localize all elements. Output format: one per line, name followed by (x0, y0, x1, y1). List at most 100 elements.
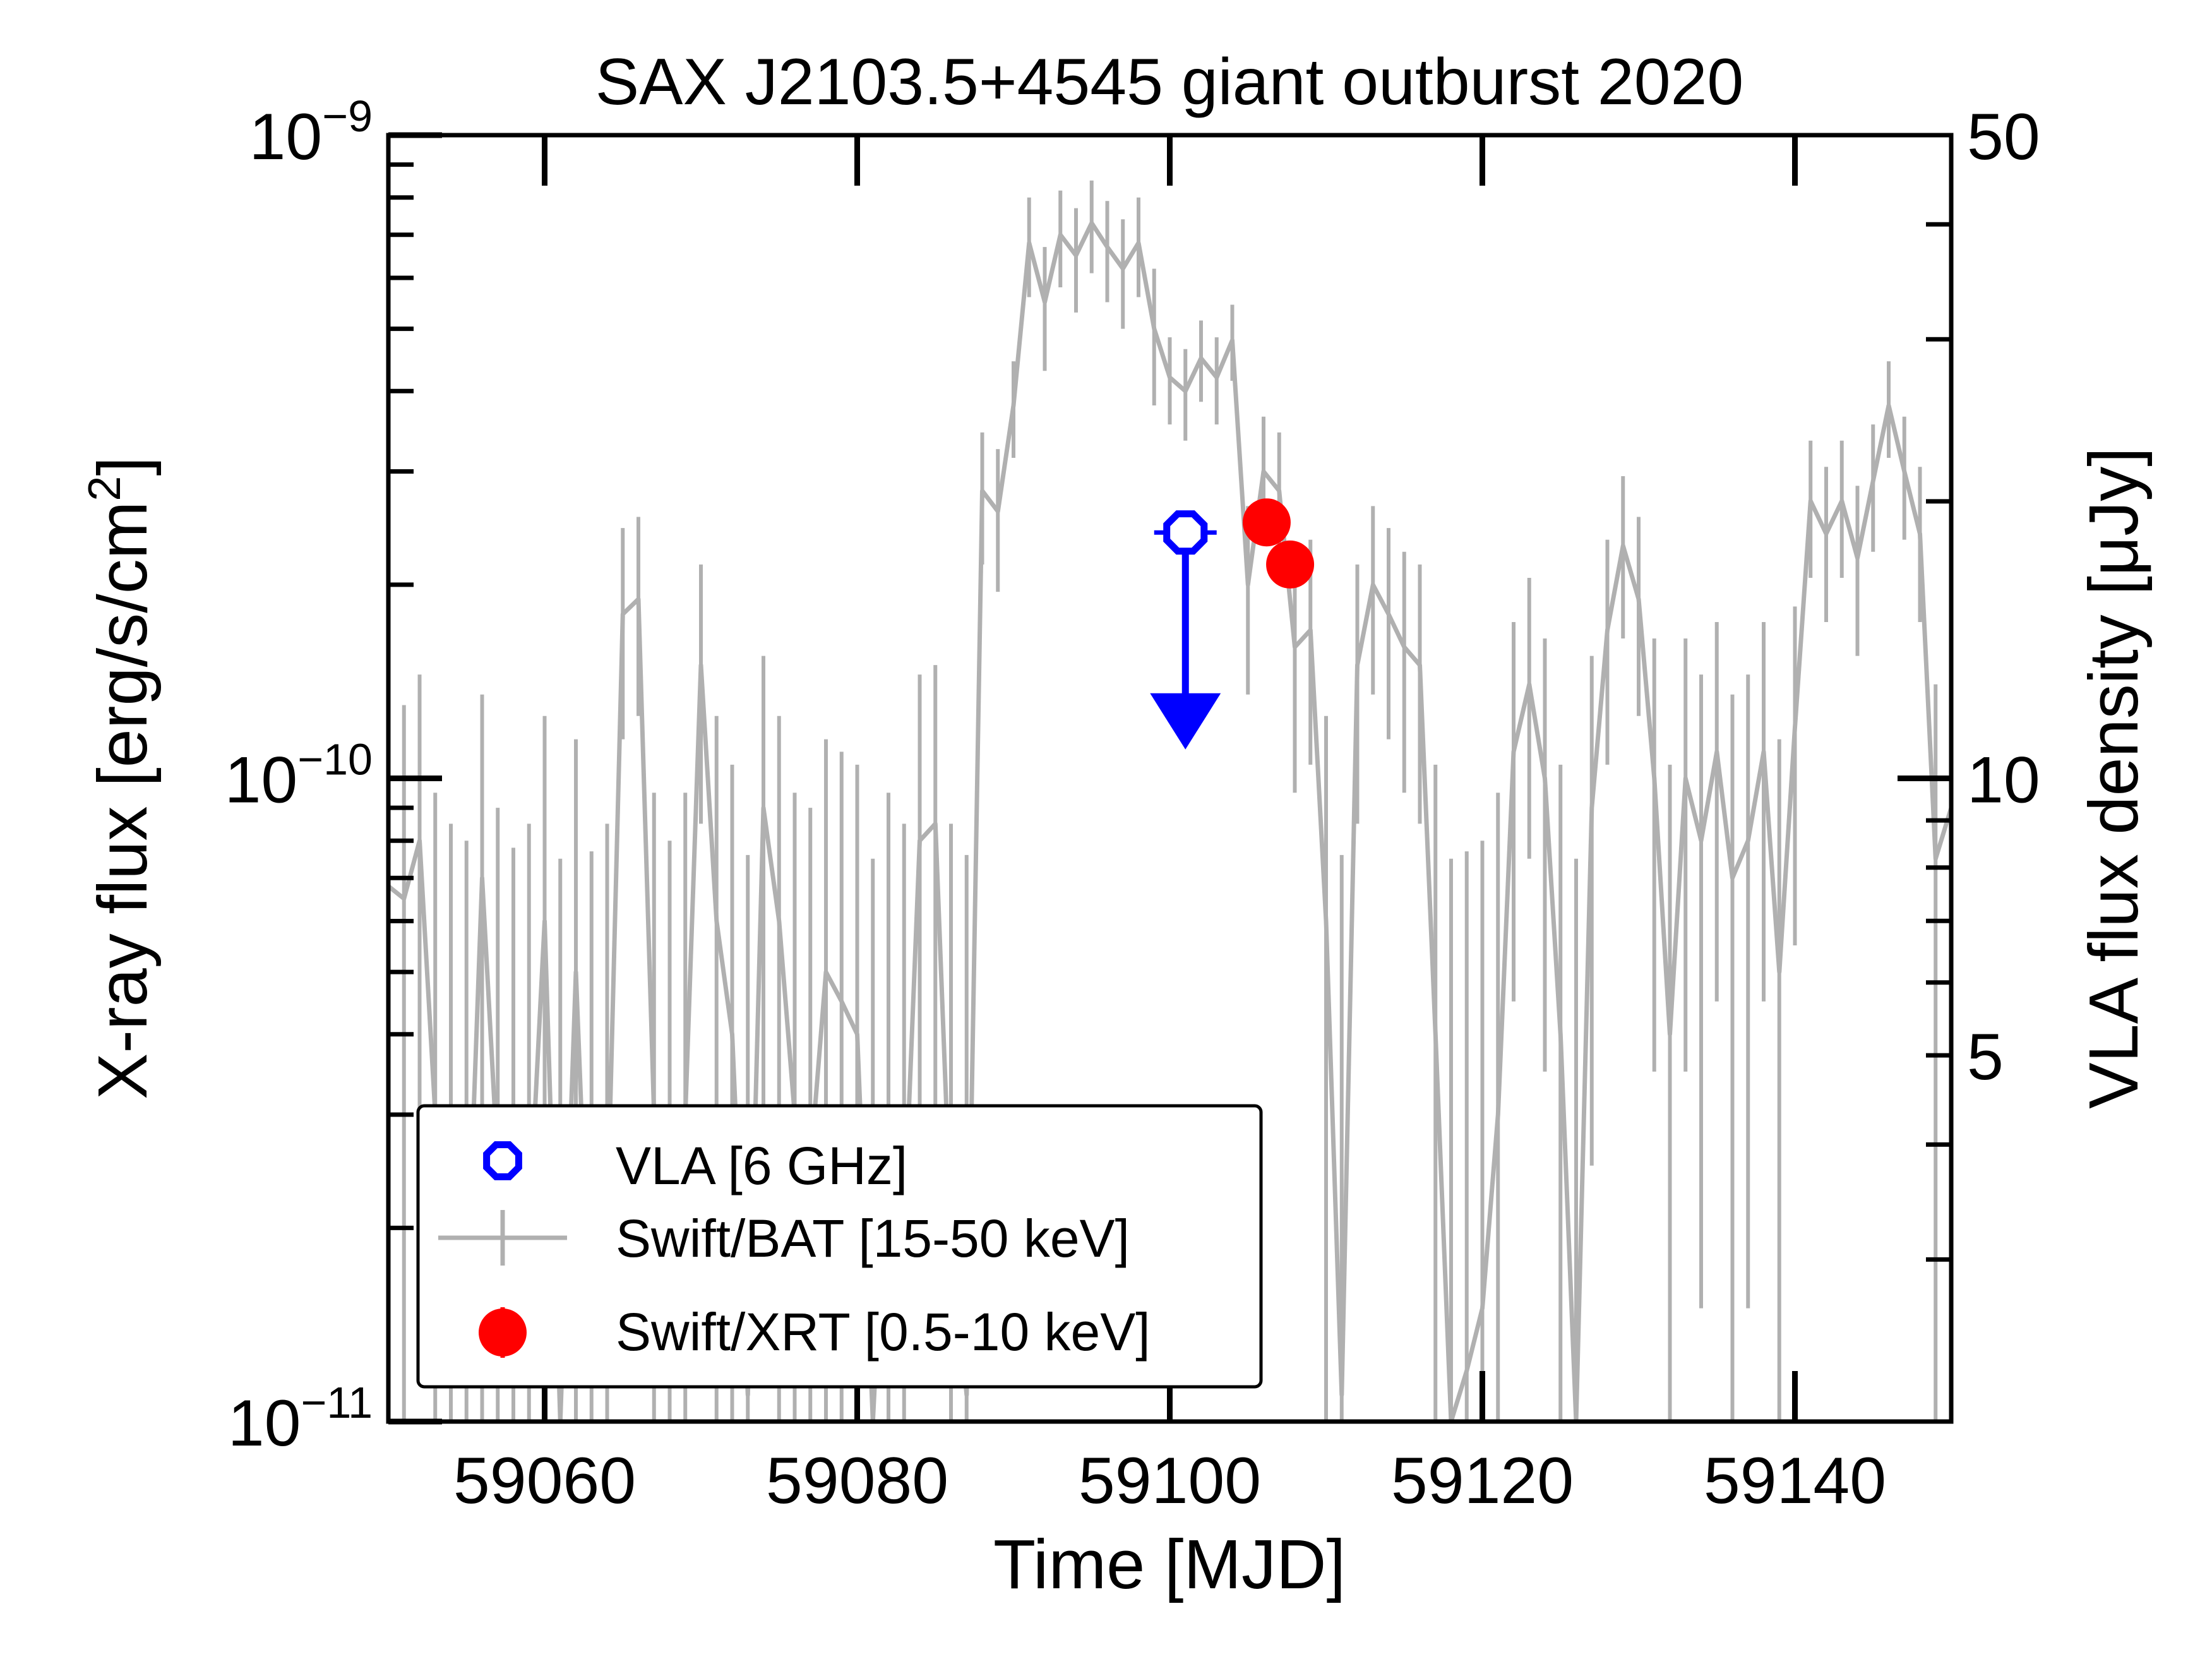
bat-point (1137, 241, 1140, 244)
bat-point (402, 897, 405, 901)
bat-point (1762, 750, 1765, 753)
bat-point (1559, 1033, 1562, 1036)
bat-point (1246, 583, 1250, 586)
bat-point (1934, 857, 1937, 860)
bat-point (918, 839, 921, 842)
y-left-tick-label: 10−11 (228, 1378, 373, 1460)
bat-point (1121, 267, 1125, 270)
x-tick-label: 59120 (1391, 1444, 1574, 1518)
bat-point (731, 1033, 734, 1036)
bat-point (1418, 664, 1421, 667)
bat-point (1793, 726, 1797, 729)
y-axis-label-main: X-ray flux [erg/s/cm (84, 501, 162, 1099)
y-left-tick-exponent: −11 (301, 1378, 373, 1427)
y-left-tick-base: 10 (225, 744, 298, 817)
y-left-tick-label: 10−10 (225, 735, 373, 817)
bat-point (1372, 583, 1375, 586)
bat-point (1715, 750, 1718, 753)
bat-point (1293, 645, 1296, 649)
bat-point (1606, 628, 1609, 632)
bat-point (1090, 222, 1093, 225)
y-axis-label: X-ray flux [erg/s/cm2] (80, 457, 162, 1099)
y-left-tick-base: 10 (249, 100, 323, 174)
y-right-tick-label: 10 (1967, 744, 2040, 817)
vla-series (1150, 510, 1221, 750)
bat-point (1309, 628, 1312, 632)
bat-point (1340, 1393, 1343, 1396)
y-right-tick-labels: 50 10 5 (1967, 100, 2040, 1094)
x-tick-label: 59100 (1079, 1444, 1261, 1518)
bat-point (1325, 919, 1327, 923)
bat-point (621, 613, 625, 616)
vla-upper-limit-arrow (1150, 693, 1221, 750)
bat-point (1918, 532, 1922, 536)
bat-point (1825, 532, 1827, 536)
legend-vla-marker (483, 1141, 522, 1180)
y-right-tick-label: 50 (1967, 100, 2040, 174)
bat-point (1543, 777, 1546, 780)
bat-point (1903, 470, 1906, 473)
bat-point (762, 806, 765, 810)
bat-point (1043, 301, 1046, 304)
y-left-tick-exponent: −9 (322, 92, 373, 141)
bat-point (1356, 664, 1359, 667)
y-left-tick-exponent: −10 (297, 735, 373, 784)
bat-point (1684, 777, 1687, 780)
legend-vla-label: VLA [6 GHz] (616, 1136, 907, 1195)
xrt-point (1266, 540, 1315, 589)
bat-point (1200, 357, 1202, 360)
bat-point (1637, 597, 1640, 601)
bat-point (1387, 613, 1390, 616)
bat-point (777, 919, 780, 923)
chart-title: SAX J2103.5+4545 giant outburst 2020 (595, 45, 1744, 119)
bat-point (965, 1393, 968, 1396)
bat-point (1622, 544, 1625, 548)
y-axis-label-close: ] (84, 457, 162, 476)
bat-point (1512, 750, 1515, 753)
bat-point (1184, 390, 1187, 393)
bat-point (1215, 376, 1218, 379)
x-tick-label: 59140 (1704, 1444, 1886, 1518)
xrt-series (1242, 498, 1315, 589)
y-left-tick-label: 10−9 (249, 92, 373, 174)
legend-xrt-label: Swift/XRT [0.5-10 keV] (616, 1302, 1151, 1362)
bat-point (481, 877, 484, 880)
bat-point (1872, 479, 1875, 482)
bat-point (825, 971, 827, 974)
bat-point (1231, 338, 1234, 342)
bat-point (1778, 971, 1781, 974)
bat-point (840, 1000, 843, 1003)
x-tick-label: 59060 (453, 1444, 636, 1518)
bat-point (1262, 470, 1265, 473)
bat-point (1152, 327, 1156, 330)
xrt-point (1242, 498, 1291, 547)
vla-marker (1163, 510, 1208, 555)
legend-bat-label: Swift/BAT [15-50 keV] (616, 1209, 1130, 1268)
legend-box (416, 1104, 1263, 1389)
bat-point (1731, 877, 1734, 880)
bat-point (1481, 1307, 1484, 1310)
bat-point (1012, 404, 1015, 407)
bat-point (1856, 556, 1859, 560)
bat-point (1653, 777, 1656, 780)
x-tick-label: 59080 (766, 1444, 948, 1518)
bat-point (1668, 1033, 1671, 1036)
bat-point (1747, 839, 1750, 842)
bat-point (1277, 489, 1281, 493)
bat-point (1402, 645, 1406, 649)
bat-point (700, 664, 702, 667)
bat-point (1887, 404, 1890, 407)
legend: VLA [6 GHz] Swift/BAT [15-50 keV] Swift/… (416, 1104, 1263, 1389)
x-tick-labels: 59060 59080 59100 59120 59140 (453, 1444, 1886, 1518)
y-left-tick-base: 10 (228, 1387, 301, 1460)
y-right-axis-label: VLA flux density [μJy] (2075, 447, 2153, 1109)
bat-point (1059, 233, 1062, 236)
bat-point (746, 1393, 750, 1396)
bat-point (1497, 1113, 1500, 1117)
x-axis-label: Time [MJD] (993, 1526, 1346, 1603)
bat-point (715, 919, 718, 923)
bat-point (856, 1033, 859, 1036)
bat-point (1434, 1033, 1437, 1036)
bat-point (1075, 254, 1077, 257)
